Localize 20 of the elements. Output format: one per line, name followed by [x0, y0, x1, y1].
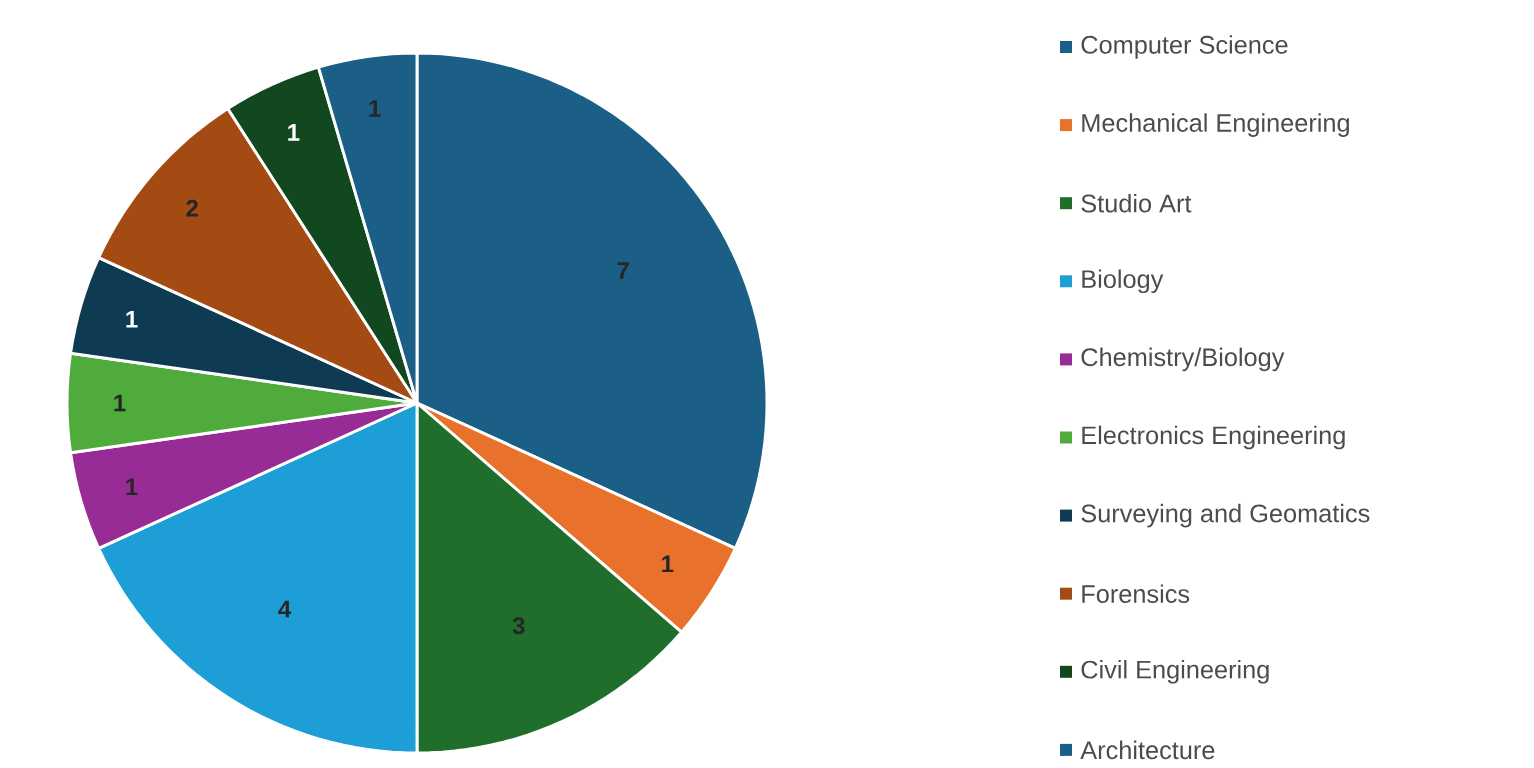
- legend-label: Forensics: [1082, 584, 1190, 603]
- data-label: 7: [617, 262, 629, 279]
- data-label: 1: [369, 100, 381, 117]
- legend-label: Surveying and Geomatics: [1081, 503, 1370, 528]
- data-label: 4: [278, 600, 292, 618]
- data-label: 1: [288, 124, 300, 141]
- legend-label: Architecture: [1080, 740, 1215, 760]
- data-label: 1: [126, 478, 138, 496]
- legend-label: Biology: [1082, 269, 1164, 294]
- data-label: 1: [114, 394, 126, 412]
- legend-label: Civil Engineering: [1081, 659, 1269, 684]
- legend-label: Chemistry/Biology: [1081, 347, 1285, 372]
- data-label: 1: [126, 310, 138, 328]
- legend-label: Studio Art: [1081, 193, 1192, 213]
- data-label: 2: [186, 199, 198, 217]
- legend-label: Mechanical Engineering: [1082, 113, 1349, 137]
- data-label: 3: [512, 617, 525, 635]
- legend-label: Electronics Engineering: [1082, 425, 1345, 450]
- data-label: 1: [662, 555, 674, 573]
- legend-label: Computer Science: [1081, 35, 1288, 59]
